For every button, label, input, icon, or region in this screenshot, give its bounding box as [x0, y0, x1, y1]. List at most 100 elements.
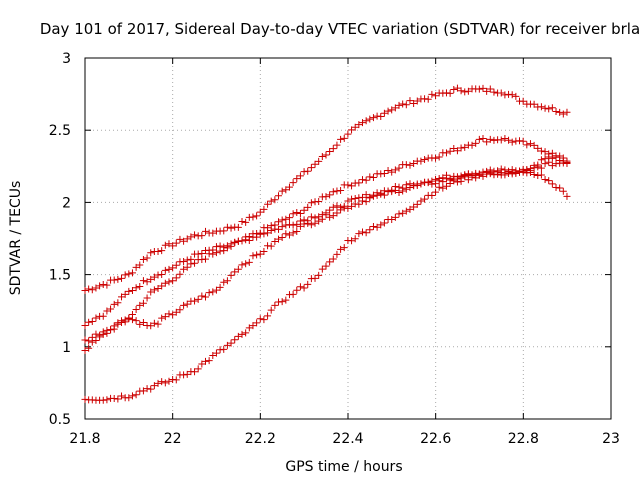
- data-point: [85, 344, 93, 352]
- data-point: [464, 176, 472, 184]
- data-point: [552, 108, 560, 116]
- data-point: [289, 179, 297, 187]
- data-point: [322, 151, 330, 159]
- data-point: [512, 92, 520, 100]
- data-point: [176, 270, 184, 278]
- data-point: [132, 391, 140, 399]
- data-point: [537, 164, 545, 172]
- data-point: [165, 265, 173, 273]
- data-point: [216, 283, 224, 291]
- data-point: [253, 233, 261, 241]
- data-point: [267, 226, 275, 234]
- data-point: [103, 396, 111, 404]
- data-point: [238, 218, 246, 226]
- data-point: [501, 135, 509, 143]
- data-point: [169, 242, 177, 250]
- data-point: [275, 218, 283, 226]
- data-point: [180, 301, 188, 309]
- data-point: [326, 213, 334, 221]
- data-point: [234, 265, 242, 273]
- data-point: [490, 136, 498, 144]
- data-point: [110, 276, 118, 284]
- data-point: [289, 290, 297, 298]
- data-point: [307, 199, 315, 207]
- data-point: [180, 265, 188, 273]
- data-point: [424, 95, 432, 103]
- data-point: [282, 230, 290, 238]
- data-point: [136, 320, 144, 328]
- data-point: [165, 240, 173, 248]
- data-point: [340, 244, 348, 252]
- data-point: [114, 299, 122, 307]
- data-point: [169, 264, 177, 272]
- data-point: [121, 271, 129, 279]
- data-point: [132, 284, 140, 292]
- data-point: [176, 306, 184, 314]
- data-point: [242, 260, 250, 268]
- data-point: [417, 197, 425, 205]
- data-point: [128, 392, 136, 400]
- data-point: [563, 108, 571, 116]
- data-point: [377, 221, 385, 229]
- data-point: [468, 141, 476, 149]
- data-point: [278, 223, 286, 231]
- data-point: [99, 280, 107, 288]
- data-point: [304, 280, 312, 288]
- data-point: [388, 188, 396, 196]
- data-point: [380, 191, 388, 199]
- data-point: [172, 261, 180, 269]
- data-point: [439, 178, 447, 186]
- data-point: [147, 249, 155, 257]
- data-point: [147, 322, 155, 330]
- data-point: [187, 233, 195, 241]
- series-1: [81, 84, 571, 295]
- data-point: [435, 153, 443, 161]
- data-point: [300, 206, 308, 214]
- data-point: [472, 139, 480, 147]
- data-point: [143, 294, 151, 302]
- data-point: [442, 89, 450, 97]
- data-point: [88, 318, 96, 326]
- data-point: [209, 229, 217, 237]
- data-point: [296, 222, 304, 230]
- data-point: [329, 203, 337, 211]
- x-tick-label: 22.6: [420, 431, 451, 447]
- data-point: [486, 85, 494, 93]
- data-point: [205, 289, 213, 297]
- data-point: [183, 256, 191, 264]
- data-point: [399, 100, 407, 108]
- data-point: [311, 160, 319, 168]
- data-point: [428, 191, 436, 199]
- data-point: [96, 282, 104, 290]
- data-point: [315, 217, 323, 225]
- data-point: [150, 319, 158, 327]
- data-point: [260, 316, 268, 324]
- data-point: [253, 319, 261, 327]
- data-point: [326, 147, 334, 155]
- data-point: [154, 284, 162, 292]
- data-point: [110, 395, 118, 403]
- data-point: [118, 319, 126, 327]
- data-point: [99, 328, 107, 336]
- data-point: [282, 296, 290, 304]
- data-point: [359, 176, 366, 184]
- data-point: [253, 251, 261, 259]
- data-point: [344, 130, 352, 138]
- data-point: [139, 277, 147, 285]
- y-tick-label: 1.5: [49, 268, 71, 284]
- data-point: [296, 210, 304, 218]
- x-tick-label: 23: [602, 431, 620, 447]
- data-point: [355, 200, 363, 208]
- data-point: [559, 110, 567, 118]
- data-point: [453, 178, 461, 186]
- data-point: [326, 191, 334, 199]
- data-point: [139, 318, 147, 326]
- data-point: [275, 235, 283, 243]
- data-point: [293, 286, 301, 294]
- data-point: [245, 258, 253, 266]
- data-point: [475, 85, 483, 93]
- series-5: [81, 153, 571, 404]
- data-point: [479, 135, 487, 143]
- data-point: [541, 155, 549, 163]
- data-point: [508, 91, 516, 99]
